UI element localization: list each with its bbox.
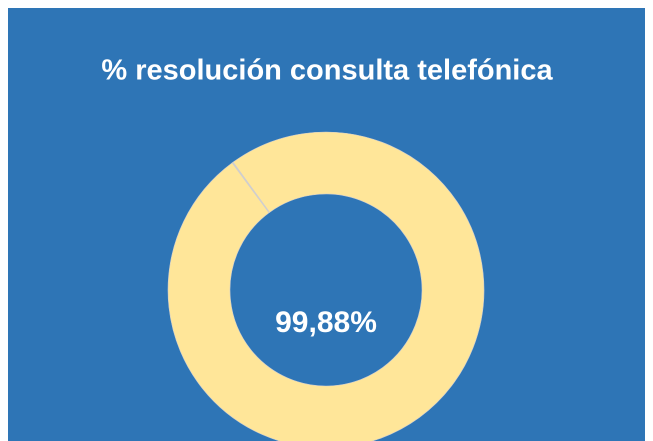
chart-title: % resolución consulta telefónica xyxy=(101,55,553,87)
center-label: 99,88% xyxy=(275,306,377,339)
donut-slice xyxy=(167,131,485,441)
chart-background xyxy=(8,8,645,441)
donut-slice xyxy=(231,161,270,214)
